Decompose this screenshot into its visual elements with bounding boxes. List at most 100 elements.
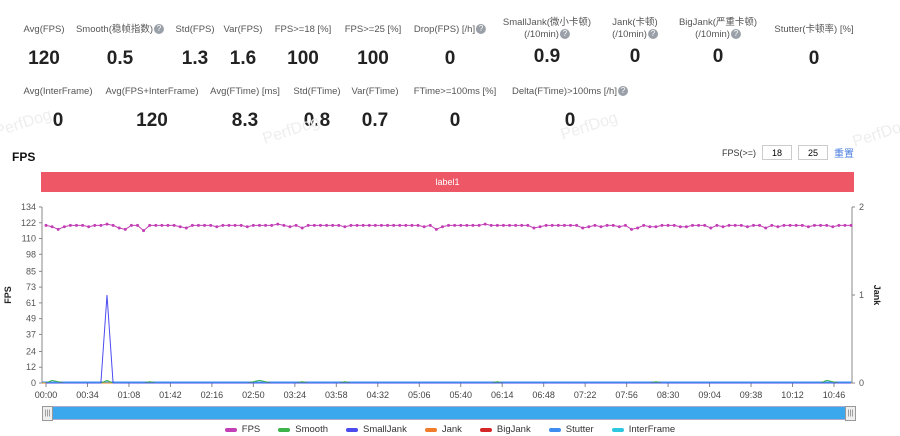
stat-label: Std(FTime) [293,86,341,97]
stat-value: 0.8 [303,110,331,131]
y-tick-label: 61 [26,298,36,308]
fps-point [764,226,768,230]
stat-stats_row2-0: Avg(InterFrame) 0 [24,86,93,132]
x-tick-label: 10:46 [823,390,846,400]
legend-item-bigjank[interactable]: BigJank [479,424,531,435]
help-icon[interactable]: ? [559,29,570,40]
stat-label: Delta(FTime)>100ms [/h]? [512,86,628,98]
fps-point [459,223,463,227]
y-axis-title: FPS [3,286,13,304]
fps-point [245,225,249,229]
time-range-slider[interactable]: ||| ||| [42,406,856,421]
fps-point [593,223,597,227]
help-icon[interactable]: ? [154,24,165,35]
x-tick-label: 01:08 [118,390,141,400]
fps-point [184,226,188,230]
legend-item-jank[interactable]: Jank [424,424,462,435]
fps-point [233,223,237,227]
fps-point [404,223,408,227]
fps-point [703,223,707,227]
x-tick-label: 09:38 [740,390,763,400]
fps-point [434,227,438,231]
fps-point [508,223,512,227]
fps-point [227,223,231,227]
fps-point [648,225,652,229]
fps-point [142,229,146,233]
fps-point [843,223,847,227]
stat-label: Stutter(卡顿率) [%] [774,24,854,35]
y-tick-label: 98 [26,249,36,259]
fps-point [751,223,755,227]
stat-value: 0.7 [361,110,389,131]
fps-point [282,223,286,227]
fps-point [428,223,432,227]
label-bar[interactable]: label1 [41,172,854,192]
fps-point [605,223,609,227]
slider-start-handle[interactable]: ||| [42,406,53,421]
fps-point [697,223,701,227]
fps-threshold-label: FPS(>=) [721,147,756,158]
stat-stats_row2-2: Avg(FTime) [ms] 8.3 [210,86,280,132]
legend-item-interframe[interactable]: InterFrame [611,424,675,435]
fps-point [569,223,573,227]
stat-value: 0 [449,110,461,131]
fps-threshold-2-input[interactable] [798,145,828,160]
reset-button[interactable]: 重置 [834,149,854,160]
stat-stats_row2-5: FTime>=100ms [%] 0 [414,86,497,132]
fps-point [776,225,780,229]
fps-point [782,223,786,227]
fps-point [770,223,774,227]
fps-point [337,223,341,227]
fps-threshold-1-input[interactable] [762,145,792,160]
x-tick-label: 05:40 [449,390,472,400]
help-icon[interactable]: ? [647,29,658,40]
y-tick-label: 110 [22,234,36,244]
fps-point [276,222,280,226]
fps-point [501,223,505,227]
stat-value: 0.5 [106,48,134,69]
fps-point [87,225,91,229]
help-icon[interactable]: ? [730,29,741,40]
y-right-tick-label: 1 [859,290,864,300]
fps-point [806,225,810,229]
fps-point [562,223,566,227]
fps-point [660,223,664,227]
x-tick-label: 02:16 [201,390,224,400]
legend-swatch-icon [548,427,561,432]
slider-end-handle[interactable]: ||| [845,406,856,421]
fps-point [239,223,243,227]
fps-point [68,223,72,227]
fps-point [148,223,152,227]
help-icon[interactable]: ? [617,86,628,97]
legend-item-smooth[interactable]: Smooth [278,424,328,435]
legend-item-stutter[interactable]: Stutter [548,424,594,435]
stat-stats_row1-9: BigJank(严重卡顿) (/10min)? 0 [679,17,757,68]
fps-point [489,223,493,227]
fps-point [373,223,377,227]
y-right-tick-label: 2 [859,202,864,212]
legend-label: BigJank [496,424,531,435]
fps-point [257,223,261,227]
fps-point [215,225,219,229]
fps-point [739,223,743,227]
fps-point [294,223,298,227]
legend-label: SmallJank [363,424,407,435]
stat-stats_row1-4: FPS>=18 [%] 100 [275,24,332,70]
fps-point [196,223,200,227]
legend-item-fps[interactable]: FPS [224,424,260,435]
stat-label: Avg(FTime) [ms] [210,86,280,97]
fps-point [630,227,634,231]
stat-value: 0 [564,110,576,131]
stat-label: Avg(InterFrame) [23,86,93,97]
legend-swatch-icon [424,427,437,432]
y-tick-label: 24 [26,346,36,356]
fps-point [416,223,420,227]
fps-point [447,223,451,227]
fps-point [81,223,85,227]
help-icon[interactable]: ? [476,24,487,35]
legend-item-smalljank[interactable]: SmallJank [346,424,407,435]
fps-point [556,223,560,227]
fps-point [666,223,670,227]
fps-point [727,223,731,227]
fps-point [123,227,127,231]
